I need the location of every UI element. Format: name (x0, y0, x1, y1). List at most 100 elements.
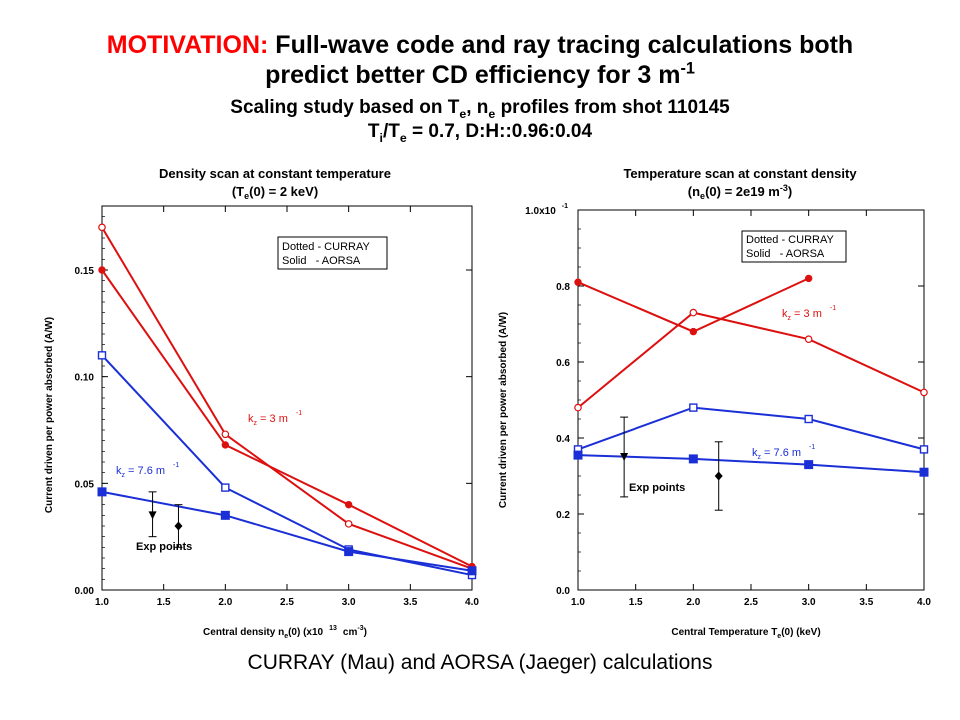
left-k3-rest: = 3 m (257, 413, 288, 425)
right-x-tick-label: 4.0 (917, 597, 931, 608)
left-exp-point-triangle (148, 511, 157, 520)
left-y-tick-label: 0.15 (75, 266, 95, 277)
right-xlabel-a: Central Temperature T (671, 627, 777, 638)
left-point-red-open (221, 430, 230, 439)
right-point-red-filled (574, 278, 582, 286)
right-k3-sub: z (788, 315, 792, 322)
right-point-red-filled (804, 274, 813, 283)
left-point-blue-open (221, 483, 230, 492)
subtitle2-sub-1: i (379, 130, 383, 145)
right-point-blue-open (919, 445, 929, 454)
left-annot-k3: kz = 3 m -1 (248, 410, 302, 427)
right-series-red-filled-line (577, 277, 810, 333)
left-xlabel-sub: e (284, 633, 288, 640)
left-legend-box (277, 236, 388, 270)
right-series-red-open-line (577, 311, 925, 409)
right-y-tick-label: 0.2 (556, 510, 570, 521)
right-x-tick-label: 1.5 (629, 597, 643, 608)
right-chart: Temperature scan at constant density (ne… (498, 166, 857, 640)
right-chart-title-line2: (ne(0) = 2e19 m-3) (688, 183, 792, 201)
left-chart: Density scan at constant temperature (Te… (44, 166, 391, 640)
right-point-red-open (920, 388, 928, 397)
left-x-tick-label: 3.0 (342, 597, 356, 608)
left-title2-rest: (0) = 2 keV) (249, 184, 318, 199)
right-x-tick-label: 3.5 (859, 597, 873, 608)
left-xlabel-unit: cm (343, 627, 358, 638)
left-point-blue-open (97, 351, 107, 360)
right-x-tick-label: 1.0 (571, 597, 585, 608)
right-k3-rest: = 3 m (791, 308, 822, 320)
left-xlabel-a: Central density n (203, 627, 284, 638)
left-point-red-open (98, 223, 106, 232)
left-y-tick-label: 0.10 (75, 373, 95, 384)
left-point-blue-filled (344, 547, 354, 557)
left-y-tick-label: 0.05 (75, 479, 95, 490)
title-text-line1: Full-wave code and ray tracing calculati… (275, 31, 854, 59)
right-legend-aorsa: Solid - AORSA (746, 248, 825, 260)
right-x-axis-label: Central Temperature Te(0) (keV) (671, 627, 820, 640)
right-legend-box (741, 230, 847, 263)
right-exp-point-triangle (620, 453, 629, 461)
subtitle2-part-a: T (367, 121, 380, 142)
left-legend-aorsa: Solid - AORSA (282, 255, 361, 267)
right-point-blue-open (689, 403, 698, 412)
left-xlabel-rest: (0) (x10 (288, 627, 323, 638)
right-point-red-filled (689, 327, 698, 336)
right-point-blue-filled (688, 454, 698, 464)
right-k76-rest: = 7.6 m (761, 447, 801, 459)
subtitle1-part-c: profiles from shot 110145 (495, 97, 730, 118)
plot-layer: 1.0 1.5 2.0 2.5 3.0 3.5 4.0 0.00 0.05 0.10 0.15 1.0… (75, 205, 931, 608)
left-annot-k76: kz = 7.6 m -1 (116, 462, 179, 479)
left-series-red-open-line (101, 226, 473, 570)
right-point-red-open (574, 403, 582, 412)
left-k76-sup: -1 (173, 462, 179, 469)
right-y-tick-label: 0.6 (556, 358, 570, 369)
left-point-blue-filled (97, 487, 107, 497)
left-k76-sub: z (122, 472, 126, 479)
left-title2-a: (T (232, 184, 244, 199)
left-y-tick-label: 0.00 (75, 586, 95, 597)
title-text-line2: predict better CD efficiency for 3 m (265, 61, 681, 89)
right-point-blue-open (804, 414, 813, 424)
right-title2-sup: -3 (780, 183, 788, 193)
left-x-tick-label: 1.5 (157, 597, 171, 608)
slide-footer: CURRAY (Mau) and AORSA (Jaeger) calculat… (247, 651, 713, 674)
left-exp-points-label: Exp points (136, 541, 192, 553)
right-chart-title-line1: Temperature scan at constant density (623, 166, 857, 181)
right-k3-sup: -1 (830, 305, 836, 312)
left-xlabel-close: ) (364, 627, 367, 638)
right-plot-frame (577, 209, 925, 591)
left-plot-area: 1.0 1.5 2.0 2.5 3.0 3.5 4.0 0.00 0.05 0.10 0.15 (75, 205, 479, 608)
left-x-tick-label: 1.0 (95, 597, 109, 608)
right-point-blue-filled (804, 460, 814, 470)
subtitle2-part-b: /T (382, 121, 400, 142)
left-title2-sub: e (244, 191, 249, 201)
right-xlabel-sub: e (777, 633, 781, 640)
right-k76-sup: -1 (809, 444, 815, 451)
right-annot-k3: kz = 3 m -1 (782, 305, 836, 322)
right-xlabel-rest: (0) (keV) (781, 627, 820, 638)
right-x-tick-label: 2.5 (744, 597, 758, 608)
right-x-tick-label: 2.0 (686, 597, 700, 608)
left-k76-a: k (116, 465, 122, 477)
right-point-blue-filled (919, 467, 929, 477)
right-y-tick-label: 0.0 (556, 586, 570, 597)
right-title2-close: ) (788, 184, 792, 199)
left-point-red-open (344, 520, 353, 528)
subtitle2-part-c: = 0.7, D:H::0.96:0.04 (406, 121, 593, 142)
right-y-axis-label: Current driven per power absorbed (A/W) (498, 312, 509, 508)
right-point-blue-filled (573, 450, 583, 460)
subtitle1-part-a: Scaling study based on T (230, 97, 460, 118)
left-chart-title-line2: (Te(0) = 2 keV) (232, 184, 318, 201)
left-series-blue-open-line (101, 354, 473, 577)
left-k3-sub: z (254, 420, 258, 427)
left-x-tick-label: 4.0 (465, 597, 479, 608)
right-series-blue-open-line (577, 406, 925, 451)
right-title2-a: (n (688, 184, 700, 199)
right-y-top-label: 1.0x10 -1 (525, 203, 568, 217)
right-ytop-a: 1.0x10 (525, 206, 556, 217)
right-exp-point-diamond (714, 471, 723, 481)
right-k76-sub: z (758, 454, 762, 461)
